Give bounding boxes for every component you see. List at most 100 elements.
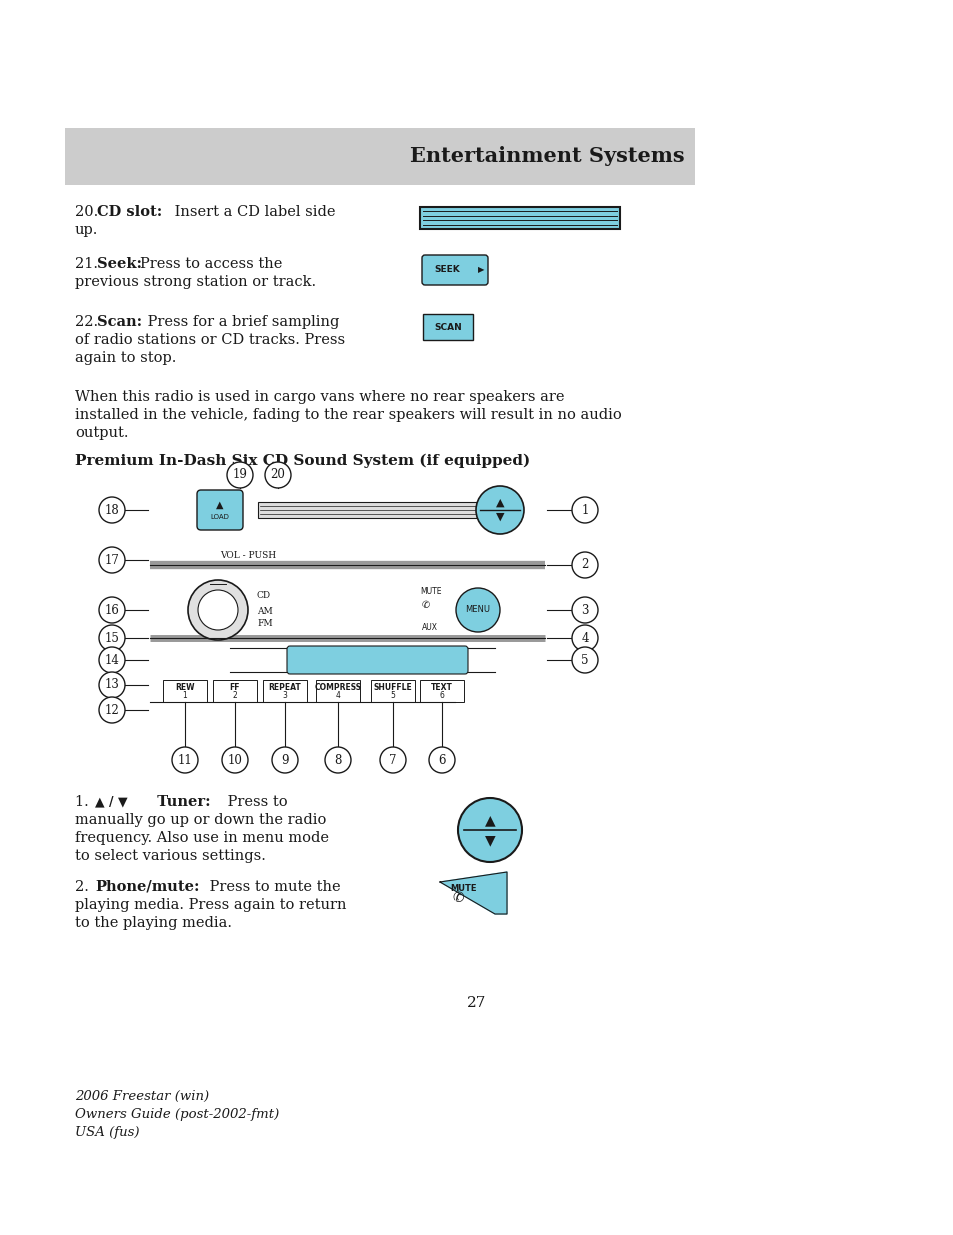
Text: SHUFFLE: SHUFFLE: [374, 683, 412, 693]
Circle shape: [99, 547, 125, 573]
Text: FM: FM: [256, 620, 273, 629]
Text: manually go up or down the radio: manually go up or down the radio: [75, 813, 326, 827]
Circle shape: [99, 496, 125, 522]
Text: SEEK: SEEK: [434, 266, 459, 274]
FancyBboxPatch shape: [263, 680, 307, 701]
Text: ▲: ▲: [496, 498, 504, 508]
FancyBboxPatch shape: [422, 314, 473, 340]
Text: 16: 16: [105, 604, 119, 616]
FancyBboxPatch shape: [421, 254, 488, 285]
Text: 18: 18: [105, 504, 119, 516]
FancyBboxPatch shape: [163, 680, 207, 701]
Text: to the playing media.: to the playing media.: [75, 916, 232, 930]
Circle shape: [572, 625, 598, 651]
Text: MUTE: MUTE: [450, 884, 476, 893]
Text: ▲: ▲: [484, 813, 495, 827]
Text: 3: 3: [580, 604, 588, 616]
Text: 1: 1: [580, 504, 588, 516]
Text: Press for a brief sampling: Press for a brief sampling: [143, 315, 339, 329]
Text: 5: 5: [580, 653, 588, 667]
Circle shape: [99, 647, 125, 673]
Text: When this radio is used in cargo vans where no rear speakers are: When this radio is used in cargo vans wh…: [75, 390, 564, 404]
Text: 6: 6: [437, 753, 445, 767]
Text: AUX: AUX: [421, 624, 437, 632]
Polygon shape: [439, 872, 506, 914]
Bar: [257, 501, 482, 517]
Text: 22.: 22.: [75, 315, 103, 329]
Text: ▲: ▲: [216, 500, 224, 510]
Text: ◄SEEK: ◄SEEK: [305, 656, 335, 664]
Text: Scan:: Scan:: [97, 315, 142, 329]
Text: REPEAT: REPEAT: [269, 683, 301, 693]
Text: 6: 6: [439, 692, 444, 700]
Text: 2: 2: [233, 692, 237, 700]
Text: 20: 20: [271, 468, 285, 482]
Text: previous strong station or track.: previous strong station or track.: [75, 275, 315, 289]
Circle shape: [188, 580, 248, 640]
Text: 21.: 21.: [75, 257, 103, 270]
Text: 2.: 2.: [75, 881, 93, 894]
Text: 15: 15: [105, 631, 119, 645]
Text: 8: 8: [334, 753, 341, 767]
Circle shape: [325, 747, 351, 773]
FancyBboxPatch shape: [213, 680, 256, 701]
Text: COMPRESS: COMPRESS: [314, 683, 361, 693]
Text: MUTE: MUTE: [419, 588, 441, 597]
Circle shape: [222, 747, 248, 773]
Text: 12: 12: [105, 704, 119, 716]
Circle shape: [99, 672, 125, 698]
Text: installed in the vehicle, fading to the rear speakers will result in no audio: installed in the vehicle, fading to the …: [75, 408, 621, 422]
Text: 10: 10: [228, 753, 242, 767]
Text: ▼: ▼: [484, 832, 495, 847]
Circle shape: [379, 747, 406, 773]
FancyBboxPatch shape: [371, 680, 415, 701]
Circle shape: [476, 487, 523, 534]
Text: 7: 7: [389, 753, 396, 767]
Text: LOAD: LOAD: [211, 514, 230, 520]
Text: Seek:: Seek:: [97, 257, 142, 270]
Circle shape: [99, 597, 125, 622]
FancyBboxPatch shape: [315, 680, 359, 701]
Text: Insert a CD label side: Insert a CD label side: [170, 205, 335, 219]
Text: SCAN: SCAN: [434, 322, 461, 331]
Text: Press to access the: Press to access the: [140, 257, 282, 270]
Text: Press to: Press to: [223, 795, 287, 809]
Text: TEXT: TEXT: [431, 683, 453, 693]
Text: SEEK►: SEEK►: [424, 656, 455, 664]
Text: 20.: 20.: [75, 205, 103, 219]
Text: Premium In-Dash Six CD Sound System (if equipped): Premium In-Dash Six CD Sound System (if …: [75, 454, 530, 468]
Circle shape: [99, 625, 125, 651]
Text: 9: 9: [281, 753, 289, 767]
Text: AM: AM: [256, 608, 273, 616]
Bar: [65, 128, 695, 185]
FancyBboxPatch shape: [419, 680, 463, 701]
Text: MENU: MENU: [465, 605, 490, 615]
Text: SCAN: SCAN: [370, 656, 395, 664]
Circle shape: [198, 590, 237, 630]
Text: output.: output.: [75, 426, 129, 440]
Text: frequency. Also use in menu mode: frequency. Also use in menu mode: [75, 831, 329, 845]
Text: ▲ / ▼: ▲ / ▼: [95, 795, 128, 808]
Text: Tuner:: Tuner:: [147, 795, 211, 809]
Circle shape: [456, 588, 499, 632]
Text: ✆: ✆: [421, 600, 430, 610]
Text: VOL - PUSH: VOL - PUSH: [220, 551, 275, 559]
Circle shape: [572, 647, 598, 673]
Circle shape: [572, 552, 598, 578]
Text: 17: 17: [105, 553, 119, 567]
Text: 5: 5: [390, 692, 395, 700]
Text: 13: 13: [105, 678, 119, 692]
Text: Entertainment Systems: Entertainment Systems: [410, 147, 684, 167]
Text: ▶: ▶: [477, 266, 484, 274]
Text: CD slot:: CD slot:: [97, 205, 162, 219]
Text: FF: FF: [230, 683, 240, 693]
Text: 2: 2: [580, 558, 588, 572]
Circle shape: [227, 462, 253, 488]
Circle shape: [172, 747, 198, 773]
Text: USA (fus): USA (fus): [75, 1126, 139, 1139]
Text: of radio stations or CD tracks. Press: of radio stations or CD tracks. Press: [75, 333, 345, 347]
FancyBboxPatch shape: [196, 490, 243, 530]
Text: ✆: ✆: [452, 890, 463, 905]
Text: again to stop.: again to stop.: [75, 351, 176, 366]
Text: 2006 Freestar (win): 2006 Freestar (win): [75, 1091, 209, 1103]
